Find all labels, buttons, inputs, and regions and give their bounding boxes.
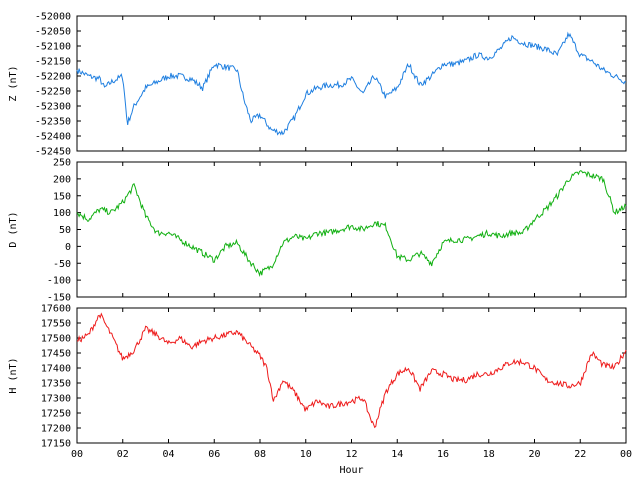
y-tick-label: -52200 — [35, 72, 71, 83]
x-tick-label: 20 — [528, 449, 540, 460]
series-line-1 — [76, 31, 627, 136]
y-tick-label: -52350 — [35, 117, 71, 128]
y-tick-label: -52250 — [35, 87, 71, 98]
series-line-2 — [76, 170, 627, 278]
y-tick-label: 100 — [53, 208, 71, 219]
x-tick-label: 08 — [254, 449, 266, 460]
y-tick-label: -52050 — [35, 27, 71, 38]
series-line-3 — [77, 312, 627, 429]
y-tick-label: -52150 — [35, 57, 71, 68]
y-axis-label-3: H (nT) — [8, 357, 19, 393]
y-tick-label: -52000 — [35, 12, 71, 23]
x-tick-label: 18 — [483, 449, 495, 460]
plot-frame-2 — [76, 161, 627, 298]
y-tick-label: -150 — [47, 293, 71, 304]
y-tick-label: -52400 — [35, 132, 71, 143]
y-tick-label: 17550 — [41, 319, 71, 330]
x-tick-label: 06 — [208, 449, 220, 460]
x-tick-label: 22 — [574, 449, 586, 460]
y-axis-label-2: D (nT) — [8, 211, 19, 247]
plot-frame-3 — [76, 307, 627, 444]
y-axis-label-1: Z (nT) — [8, 65, 19, 101]
y-tick-label: 0 — [65, 242, 71, 253]
x-tick-label: 12 — [345, 449, 357, 460]
x-tick-label: 14 — [391, 449, 403, 460]
y-tick-label: 17450 — [41, 349, 71, 360]
y-tick-label: -52450 — [35, 147, 71, 158]
plot-frame-1 — [76, 15, 627, 152]
y-tick-label: -52300 — [35, 102, 71, 113]
x-tick-label: 00 — [620, 449, 632, 460]
x-axis-label: Hour — [339, 465, 363, 476]
x-tick-label: 00 — [71, 449, 83, 460]
y-tick-label: 200 — [53, 174, 71, 185]
y-tick-label: 50 — [59, 225, 71, 236]
y-tick-label: 250 — [53, 158, 71, 169]
y-tick-label: 17300 — [41, 394, 71, 405]
y-tick-label: -50 — [53, 259, 71, 270]
y-tick-label: -100 — [47, 276, 71, 287]
y-tick-label: 17250 — [41, 409, 71, 420]
y-tick-label: 17400 — [41, 364, 71, 375]
y-tick-label: 17350 — [41, 379, 71, 390]
y-tick-label: 17200 — [41, 424, 71, 435]
y-tick-label: 150 — [53, 191, 71, 202]
y-tick-label: -52100 — [35, 42, 71, 53]
y-tick-label: 17150 — [41, 439, 71, 450]
x-tick-label: 04 — [162, 449, 174, 460]
x-tick-label: 16 — [437, 449, 449, 460]
x-tick-label: 02 — [117, 449, 129, 460]
y-tick-label: 17500 — [41, 334, 71, 345]
y-tick-label: 17600 — [41, 304, 71, 315]
x-tick-label: 10 — [300, 449, 312, 460]
